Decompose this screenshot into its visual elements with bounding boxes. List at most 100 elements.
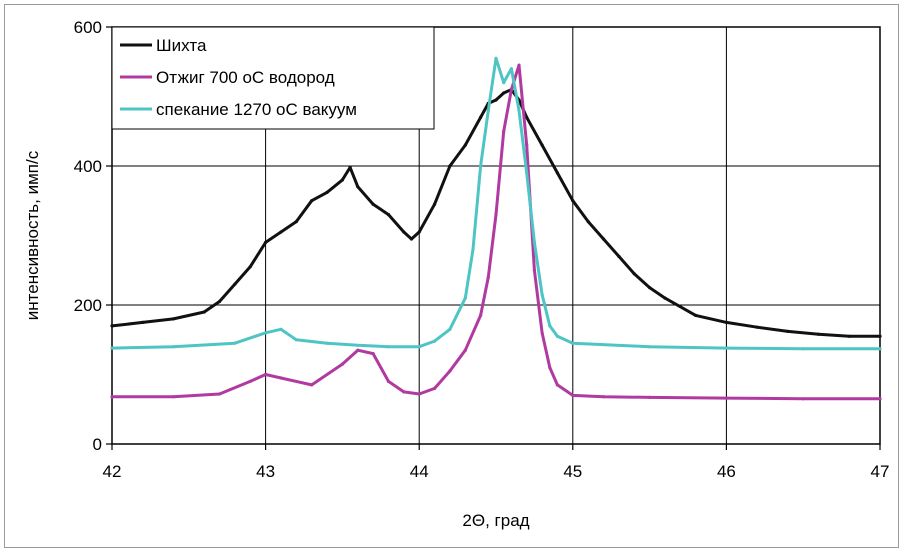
data-point [755, 325, 759, 329]
data-point [402, 230, 406, 234]
data-point [724, 320, 729, 324]
x-tick-label: 45 [563, 462, 582, 481]
data-point [694, 313, 698, 317]
data-point [586, 220, 590, 224]
data-point [548, 366, 552, 370]
data-point [409, 237, 414, 241]
x-tick-label: 46 [717, 462, 736, 481]
data-point [525, 143, 529, 147]
legend-box [111, 26, 435, 130]
data-point [386, 213, 391, 217]
data-point [548, 324, 552, 328]
y-tick-label: 200 [74, 296, 102, 315]
data-point [479, 164, 483, 168]
data-point [371, 352, 375, 356]
data-point [502, 129, 506, 133]
data-point [555, 383, 560, 387]
data-point [494, 98, 498, 102]
data-point [340, 362, 344, 366]
y-tick-label: 400 [74, 157, 102, 176]
data-point [402, 390, 406, 394]
data-point [417, 345, 421, 349]
series-line [110, 88, 882, 338]
data-point [356, 343, 360, 347]
data-point [448, 369, 452, 373]
data-point [110, 395, 114, 399]
data-point [279, 376, 283, 380]
data-point [217, 392, 222, 396]
data-point [294, 220, 298, 224]
data-point [555, 171, 560, 175]
data-point [486, 108, 490, 112]
data-point [601, 395, 606, 399]
data-point [463, 143, 467, 147]
series-line [110, 56, 882, 351]
data-point [617, 254, 621, 258]
data-point [847, 334, 851, 338]
data-point [571, 199, 575, 203]
data-point [417, 392, 421, 396]
data-point [786, 329, 790, 333]
data-point [517, 63, 521, 67]
y-tick-label: 600 [74, 18, 102, 37]
data-point [801, 347, 805, 351]
y-tick-label: 0 [93, 435, 102, 454]
data-point [310, 199, 314, 203]
data-point [532, 268, 537, 272]
data-point [494, 56, 498, 60]
data-point [433, 202, 437, 206]
data-point [648, 345, 652, 349]
data-point [632, 272, 636, 276]
data-point [264, 331, 268, 335]
data-point [110, 324, 114, 328]
data-point [325, 190, 329, 194]
data-point [448, 327, 452, 331]
data-point [724, 396, 729, 400]
data-point [509, 88, 513, 92]
data-point [217, 299, 222, 304]
data-point [479, 115, 483, 119]
data-point [463, 348, 467, 352]
data-point [509, 67, 513, 71]
data-point [817, 332, 821, 336]
data-point [171, 395, 175, 399]
data-point [294, 338, 298, 342]
data-point [471, 247, 475, 251]
data-point [310, 383, 314, 387]
x-axis-ticks: 42 43 44 45 46 47 [103, 444, 890, 481]
data-point [724, 346, 729, 350]
data-point [517, 108, 521, 112]
series-layer [110, 56, 882, 401]
data-point [371, 202, 375, 206]
data-point [525, 115, 529, 119]
legend-label: Шихта [156, 36, 207, 55]
data-point [171, 345, 175, 349]
data-point [463, 296, 467, 300]
data-point [540, 293, 544, 297]
data-point [386, 345, 391, 349]
data-point [648, 286, 652, 290]
data-point [356, 185, 360, 189]
legend-label: спекание 1270 оС вакуум [156, 100, 357, 119]
y-axis-title: интенсивность, имп/с [23, 150, 42, 320]
data-point [532, 240, 537, 244]
data-point [202, 310, 206, 314]
x-tick-label: 47 [871, 462, 890, 481]
data-point [571, 393, 575, 397]
data-point [279, 230, 283, 234]
data-point [540, 331, 544, 335]
data-point [502, 81, 506, 85]
data-point [494, 213, 498, 217]
data-point [325, 341, 329, 345]
data-point [171, 317, 175, 321]
x-tick-label: 43 [256, 462, 275, 481]
data-point [279, 327, 283, 331]
x-tick-label: 42 [103, 462, 122, 481]
data-point [571, 341, 575, 345]
data-point [878, 397, 882, 401]
data-point [417, 230, 421, 234]
data-point [486, 275, 490, 279]
data-point [264, 240, 268, 244]
data-point [110, 346, 114, 350]
